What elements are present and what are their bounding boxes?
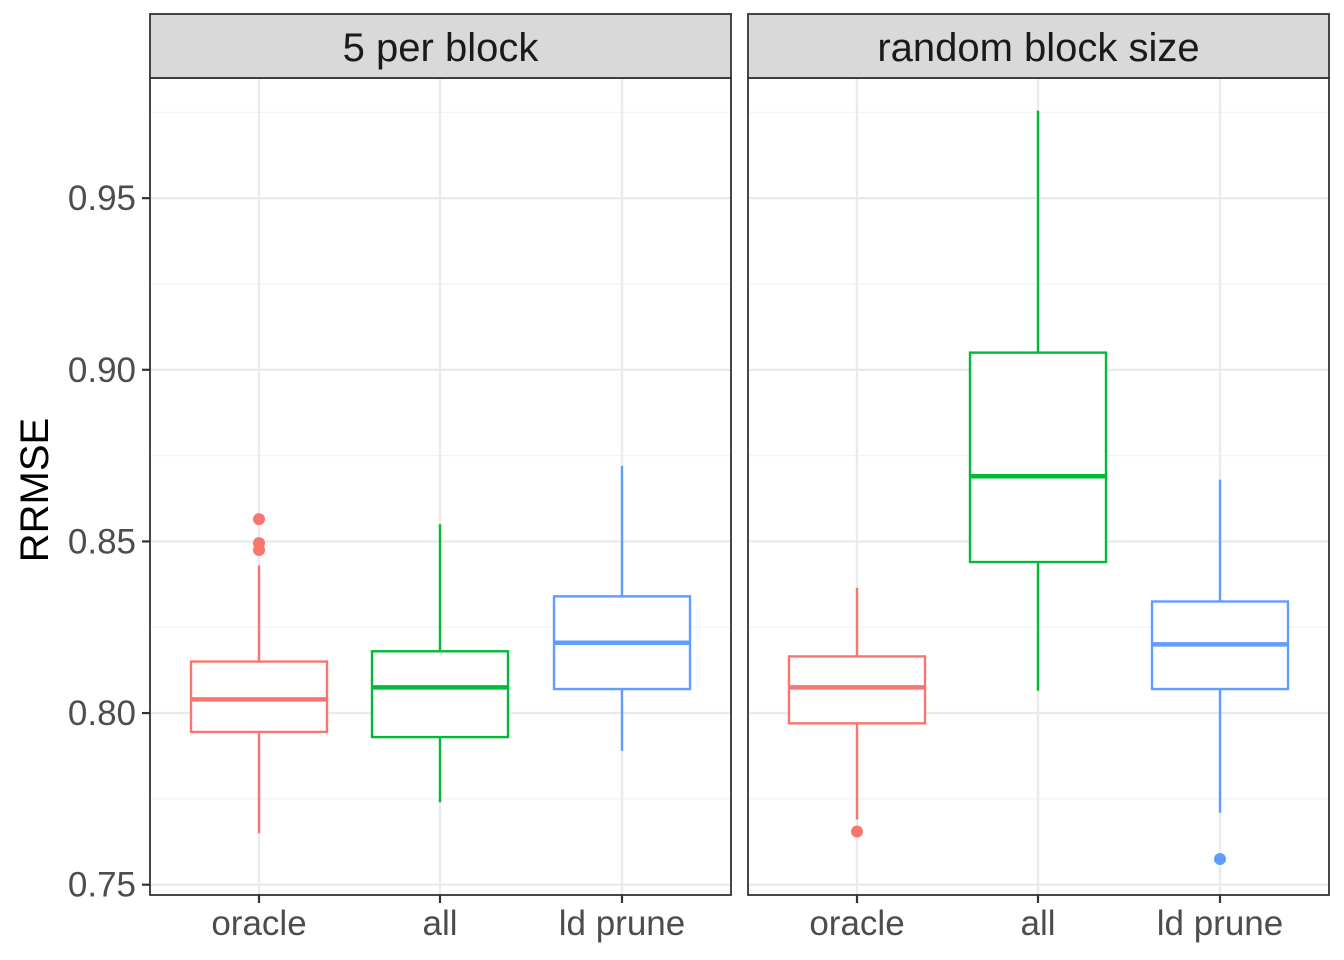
box-ld-prune xyxy=(552,465,692,751)
strip-background xyxy=(149,13,732,79)
x-tick-label: oracle xyxy=(809,904,904,943)
x-tick-label: ld prune xyxy=(1157,904,1283,943)
box-all xyxy=(968,110,1108,691)
y-axis: 0.75 0.80 0.85 0.90 0.95 xyxy=(68,179,150,905)
outlier-point xyxy=(253,513,265,526)
box-oracle xyxy=(189,513,329,834)
panel-1: 5 per block oracle all ld prune xyxy=(149,13,732,943)
outlier-point xyxy=(851,825,863,838)
x-tick-label: all xyxy=(1020,904,1055,943)
box-all xyxy=(370,524,510,803)
box-iqr xyxy=(370,650,510,739)
y-tick-label: 0.80 xyxy=(68,694,136,733)
y-tick-label: 0.95 xyxy=(68,179,136,218)
y-axis-title: RRMSE xyxy=(13,418,57,562)
y-tick-label: 0.75 xyxy=(68,866,136,905)
strip-label: 5 per block xyxy=(343,26,540,70)
x-tick-label: all xyxy=(422,904,457,943)
box-iqr xyxy=(189,660,329,734)
y-tick-label: 0.90 xyxy=(68,351,136,390)
panel-2: random block size oracle all ld prune xyxy=(747,13,1330,943)
box-iqr xyxy=(787,655,927,725)
box-oracle xyxy=(787,587,927,838)
strip-background xyxy=(747,13,1330,79)
box-iqr xyxy=(968,351,1108,564)
box-ld-prune xyxy=(1150,479,1290,865)
x-tick-label: oracle xyxy=(211,904,306,943)
x-tick-label: ld prune xyxy=(559,904,685,943)
outlier-point xyxy=(253,537,265,550)
y-tick-label: 0.85 xyxy=(68,522,136,561)
outlier-point xyxy=(1214,852,1226,865)
strip-label: random block size xyxy=(877,26,1199,70)
